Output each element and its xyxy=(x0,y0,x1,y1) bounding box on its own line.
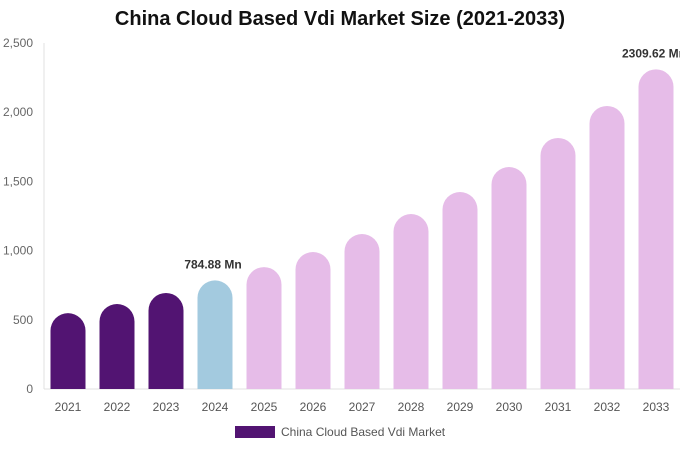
bar xyxy=(197,280,233,389)
bar xyxy=(491,167,527,389)
x-tick-label: 2022 xyxy=(104,400,131,414)
y-tick-label: 1,000 xyxy=(3,244,33,258)
x-tick-label: 2032 xyxy=(594,400,621,414)
y-tick-label: 1,500 xyxy=(3,174,33,188)
bar xyxy=(638,69,674,389)
bar xyxy=(295,251,331,389)
legend: China Cloud Based Vdi Market xyxy=(235,425,445,439)
bar xyxy=(442,192,478,389)
bar xyxy=(50,313,86,389)
x-tick-label: 2023 xyxy=(153,400,180,414)
x-tick-label: 2033 xyxy=(643,400,670,414)
bar xyxy=(393,214,429,389)
y-tick-label: 2,000 xyxy=(3,105,33,119)
x-tick-label: 2027 xyxy=(349,400,376,414)
x-tick-label: 2029 xyxy=(447,400,474,414)
x-tick-label: 2031 xyxy=(545,400,572,414)
x-tick-label: 2030 xyxy=(496,400,523,414)
y-tick-label: 500 xyxy=(13,313,33,327)
bar xyxy=(344,233,380,389)
y-tick-label: 0 xyxy=(26,382,33,396)
bar xyxy=(540,137,576,389)
data-label: 2309.62 Mn xyxy=(622,46,680,60)
data-label: 784.88 Mn xyxy=(184,257,241,271)
bar xyxy=(99,304,135,389)
x-tick-label: 2024 xyxy=(202,400,229,414)
x-tick-label: 2025 xyxy=(251,400,278,414)
legend-swatch xyxy=(235,426,275,438)
x-tick-label: 2026 xyxy=(300,400,327,414)
bar xyxy=(246,267,282,389)
bar xyxy=(589,105,625,390)
x-tick-label: 2021 xyxy=(55,400,82,414)
bar xyxy=(148,292,184,389)
legend-label: China Cloud Based Vdi Market xyxy=(281,425,446,439)
chart-title: China Cloud Based Vdi Market Size (2021-… xyxy=(114,8,566,30)
x-tick-label: 2028 xyxy=(398,400,425,414)
y-tick-label: 2,500 xyxy=(3,36,33,50)
